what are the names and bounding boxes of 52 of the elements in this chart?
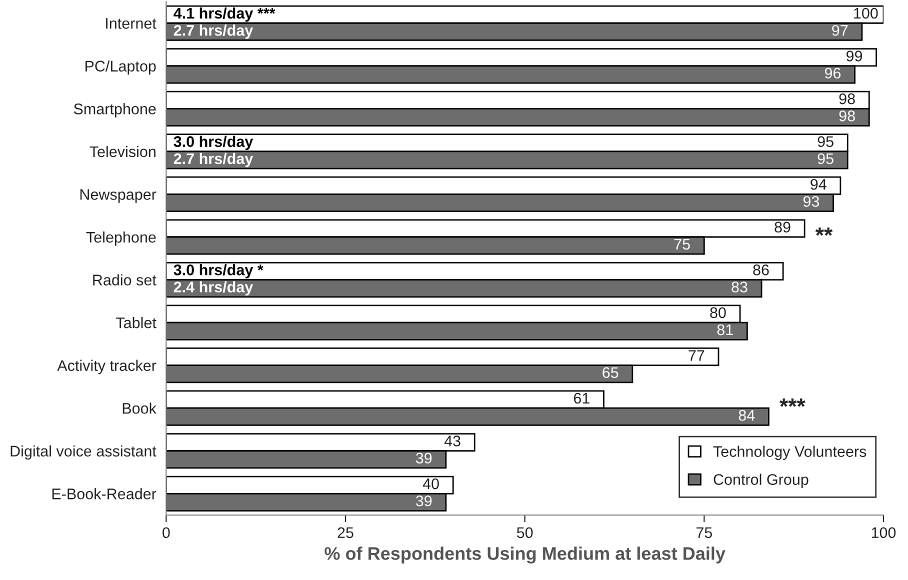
data-label: 43 (444, 436, 460, 446)
data-label: 98 (839, 110, 855, 122)
annotation: 2.7 hrs/day (174, 152, 254, 168)
data-label: 95 (818, 136, 834, 147)
x-tick-label: 50 (516, 527, 533, 538)
x-tick-label: 0 (162, 527, 170, 538)
y-tick-label: Tablet (116, 317, 156, 328)
legend-label: Control Group (714, 474, 808, 488)
annotation: 3.0 hrs/day * (174, 264, 264, 278)
annotation: 4.1 hrs/day *** (174, 7, 276, 22)
data-label: 89 (774, 222, 790, 233)
data-label: 40 (422, 478, 439, 490)
data-label: 77 (688, 350, 704, 361)
data-label: 93 (803, 196, 820, 207)
annotation: 3.0 hrs/day (174, 136, 254, 150)
y-tick-label: Smartphone (74, 103, 156, 118)
data-label: 81 (717, 324, 733, 336)
data-label: 61 (574, 392, 590, 404)
data-label: 65 (602, 367, 618, 378)
x-tick-label: 75 (696, 527, 712, 538)
data-label: 75 (674, 239, 690, 250)
data-label: 80 (710, 307, 726, 318)
y-tick-label: Telephone (86, 231, 156, 246)
data-label: 98 (839, 93, 855, 104)
y-tick-label: Activity tracker (57, 360, 156, 374)
x-axis-title: % of Respondents Using Medium at least Daily (324, 546, 726, 564)
data-label: 96 (824, 68, 841, 79)
y-tick-label: Digital voice assistant (10, 445, 156, 460)
data-label: 94 (810, 178, 826, 190)
data-label: 84 (738, 410, 755, 421)
data-label: 39 (416, 495, 432, 506)
y-tick-label: E-Book-Reader (52, 488, 156, 500)
annotation: ** (815, 227, 833, 236)
y-tick-label: Newspaper (80, 189, 156, 203)
y-tick-label: Radio set (93, 274, 156, 286)
y-tick-label: Book (122, 402, 156, 414)
data-label: 100 (854, 8, 878, 19)
data-label: 39 (416, 452, 432, 464)
y-tick-label: Internet (106, 18, 156, 29)
data-label: 97 (832, 24, 848, 36)
x-tick-label: 25 (338, 527, 354, 538)
annotation: 2.7 hrs/day (174, 24, 254, 39)
data-label: 86 (753, 264, 769, 276)
data-label: 99 (846, 50, 862, 62)
annotation: 2.4 hrs/day (174, 281, 254, 296)
y-tick-label: PC/Laptop (86, 60, 156, 75)
data-label: 95 (818, 153, 834, 164)
y-tick-label: Television (90, 146, 156, 158)
data-label: 83 (732, 282, 748, 292)
x-tick-label: 100 (872, 527, 896, 538)
legend-label: Technology Volunteers (713, 446, 866, 460)
annotation: *** (780, 398, 806, 407)
